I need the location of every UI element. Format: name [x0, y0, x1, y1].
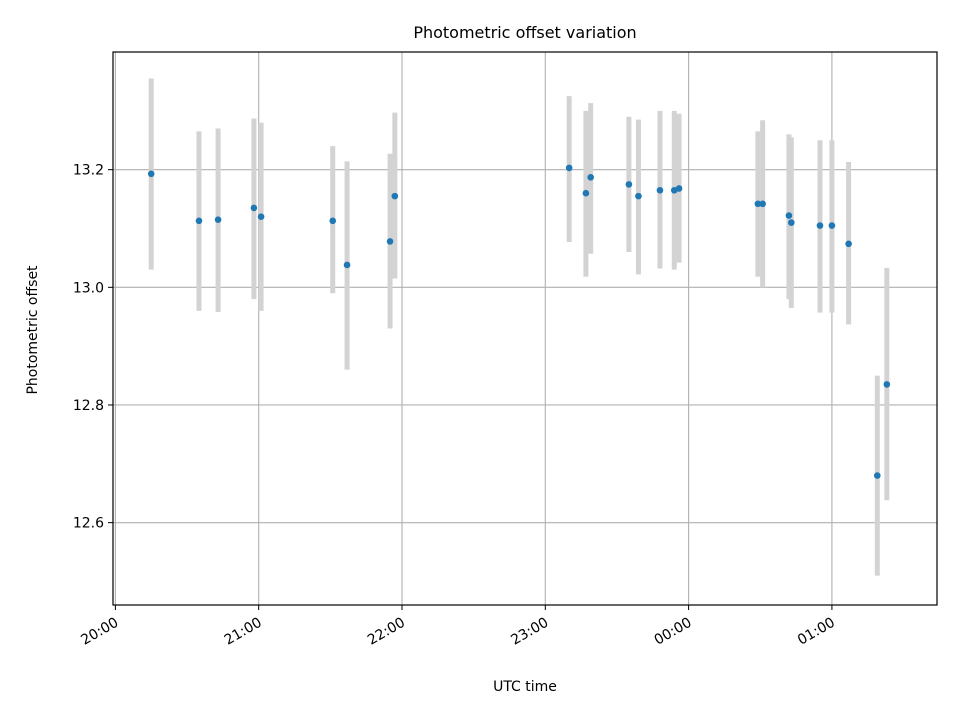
data-point [754, 200, 762, 208]
error-bars [148, 78, 890, 576]
data-point [883, 381, 891, 388]
grid-lines [113, 52, 937, 605]
x-tick-label: 20:00 [78, 615, 121, 649]
y-axis-ticks: 12.6 12.8 13.0 13.2 [73, 163, 113, 532]
data-point [656, 186, 664, 194]
data-point [873, 472, 881, 479]
x-tick-label: 21:00 [222, 615, 265, 649]
y-tick-label: 13.2 [73, 163, 104, 179]
data-point [214, 216, 222, 223]
data-point [565, 164, 573, 172]
data-point [828, 222, 836, 229]
data-point [759, 200, 766, 208]
data-point [195, 217, 203, 225]
data-point [343, 261, 351, 269]
x-axis-ticks: 20:00 21:00 22:00 23:00 00:00 01:00 [78, 605, 838, 649]
plot-frame [112, 51, 938, 606]
x-axis-label: UTC time [493, 679, 557, 695]
data-point [582, 189, 590, 197]
y-tick-label: 13.0 [73, 280, 104, 296]
data-point [845, 240, 852, 248]
data-point [785, 212, 793, 219]
data-point [816, 222, 824, 229]
data-point [587, 174, 594, 181]
data-point [250, 204, 258, 212]
x-tick-label: 00:00 [652, 615, 695, 649]
chart-title: Photometric offset variation [413, 23, 636, 42]
data-point [257, 213, 265, 221]
data-point [625, 181, 633, 188]
data-point [386, 238, 394, 245]
y-tick-label: 12.6 [73, 516, 104, 532]
y-axis-label: Photometric offset [25, 265, 41, 395]
x-tick-label: 22:00 [365, 615, 408, 649]
y-tick-label: 12.8 [73, 398, 104, 414]
x-tick-label: 23:00 [508, 615, 551, 649]
data-point [635, 192, 642, 200]
data-point [391, 192, 399, 200]
x-tick-label: 01:00 [795, 615, 838, 649]
data-point [329, 217, 337, 225]
data-point [675, 185, 683, 192]
data-point [788, 219, 795, 226]
data-point [147, 170, 155, 178]
data-points [147, 164, 891, 479]
